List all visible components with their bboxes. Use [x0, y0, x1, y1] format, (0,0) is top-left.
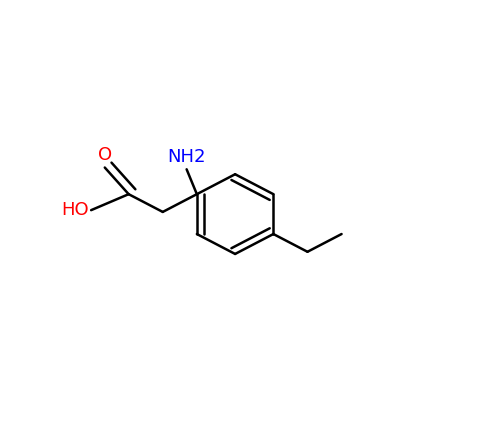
Text: HO: HO — [61, 201, 89, 219]
Text: NH2: NH2 — [168, 148, 206, 166]
Text: O: O — [98, 146, 112, 164]
